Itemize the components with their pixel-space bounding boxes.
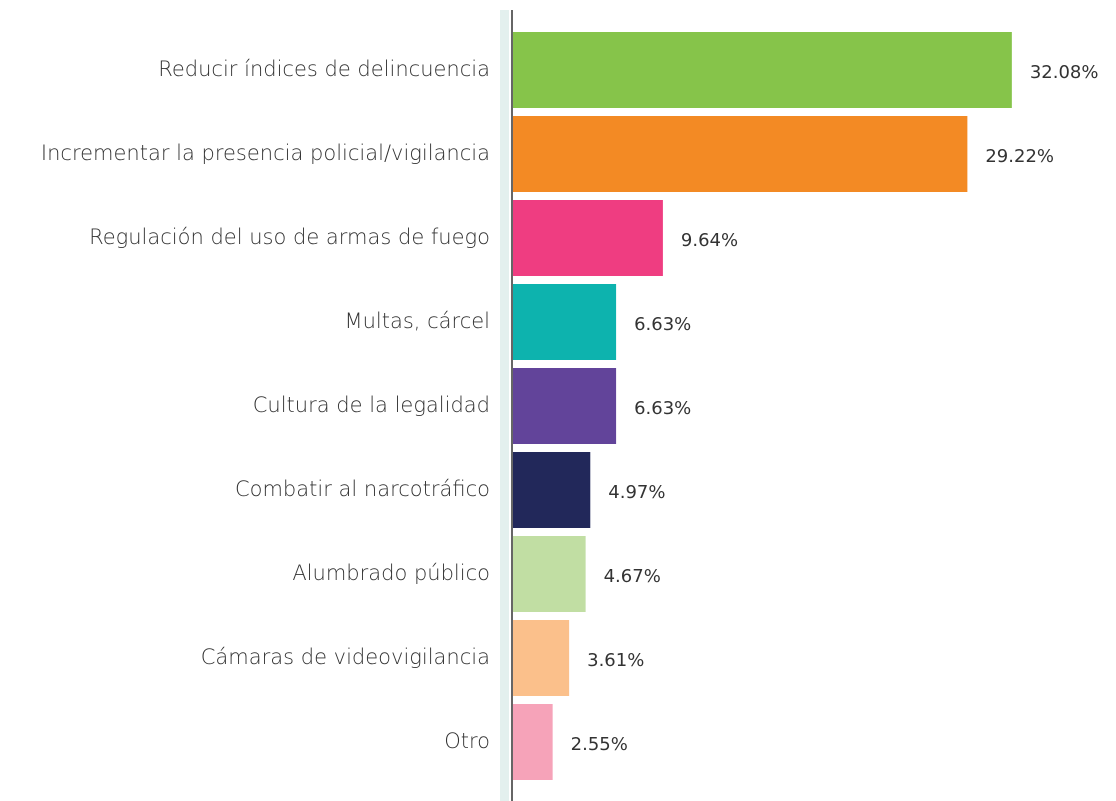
category-label: Otro [444, 729, 490, 753]
category-label: Multas, cárcel [344, 309, 490, 333]
bar [513, 200, 663, 276]
value-label: 4.67% [604, 566, 661, 587]
bar [513, 32, 1012, 108]
bar [513, 620, 570, 696]
category-label: Cámaras de videovigilancia [201, 645, 490, 669]
category-label: Incrementar la presencia policial/vigila… [41, 141, 490, 165]
value-label: 4.97% [608, 482, 665, 503]
value-label: 6.63% [634, 314, 691, 335]
axis-strip [500, 10, 509, 801]
value-label: 32.08% [1030, 62, 1099, 83]
value-label: 29.22% [985, 146, 1054, 167]
bar [513, 536, 586, 612]
value-label: 6.63% [634, 398, 691, 419]
bar [513, 284, 617, 360]
value-label: 3.61% [587, 650, 644, 671]
category-label: Cultura de la legalidad [253, 393, 490, 417]
bar [513, 116, 968, 192]
category-label: Reducir índices de delincuencia [158, 57, 490, 81]
bar [513, 704, 553, 780]
value-label: 9.64% [681, 230, 738, 251]
category-label: Combatir al narcotráfico [235, 477, 490, 501]
category-label: Alumbrado público [292, 561, 490, 585]
value-label: 2.55% [571, 734, 628, 755]
category-label: Regulación del uso de armas de fuego [89, 225, 490, 249]
bar [513, 368, 617, 444]
bar [513, 452, 591, 528]
